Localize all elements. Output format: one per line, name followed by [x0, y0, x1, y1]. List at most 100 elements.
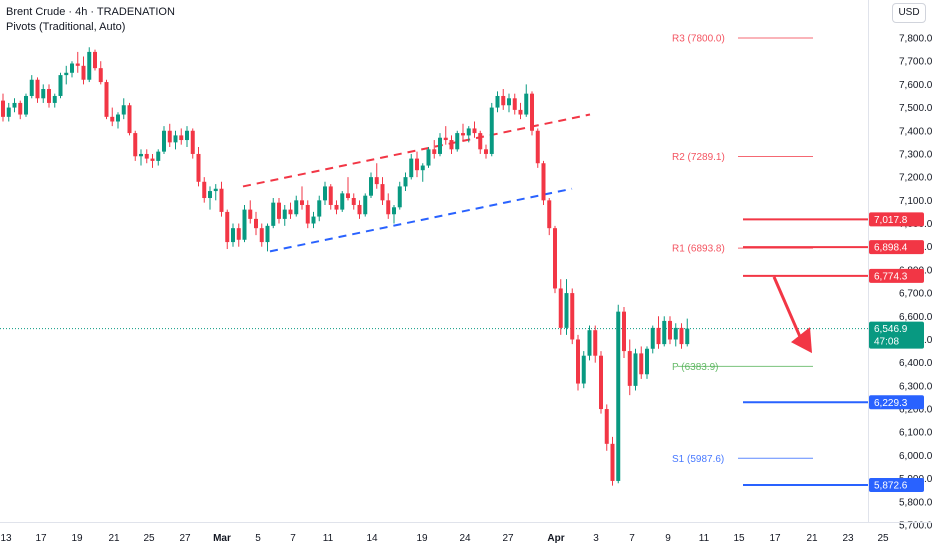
x-tick-label: 21: [108, 533, 120, 544]
indicator-label[interactable]: Pivots (Traditional, Auto): [6, 21, 126, 33]
candle-body: [259, 228, 264, 243]
candle-body: [110, 116, 115, 122]
bearish-arrow-group: [772, 276, 812, 354]
candle-body: [52, 95, 57, 103]
candle-body: [202, 181, 207, 199]
level-badge-bg: [869, 395, 924, 410]
currency-button[interactable]: USD: [892, 3, 926, 23]
candle-body: [144, 153, 149, 159]
level-badge-bg: [869, 477, 924, 492]
candle-body: [265, 225, 270, 243]
last-price-badge-bg: [869, 321, 924, 349]
candle-body: [81, 65, 86, 80]
x-tick-label: 19: [416, 533, 428, 544]
candle-body: [541, 163, 546, 201]
level-badge-bg: [869, 212, 924, 227]
candle-body: [668, 320, 672, 340]
candle-body: [558, 288, 563, 328]
candle-body: [98, 68, 103, 83]
candle-body: [311, 216, 316, 224]
candle-body: [679, 327, 684, 345]
candle-body: [622, 311, 626, 352]
candle-body: [346, 193, 350, 199]
candle-body: [282, 209, 287, 219]
price-badges-group: 7,017.8 6,898.4 6,774.3 6,229.3 5,872.6 6,546…: [869, 212, 924, 492]
candle-body: [524, 93, 529, 115]
x-tick-label: 7: [629, 533, 635, 544]
candle-body: [156, 151, 161, 161]
candle-body: [179, 135, 184, 141]
candle-body: [593, 330, 598, 356]
candle-body: [127, 105, 132, 134]
candle-body: [288, 209, 293, 215]
candle-body: [35, 79, 40, 99]
x-tick-label: 15: [733, 533, 745, 544]
candle-body: [64, 72, 69, 76]
x-tick-label: 14: [366, 533, 378, 544]
candle-body: [173, 135, 178, 143]
x-tick-label: 21: [806, 533, 818, 544]
x-tick-label: 25: [877, 533, 889, 544]
candle-body: [248, 209, 253, 219]
candle-body: [564, 293, 569, 328]
candle-body: [386, 200, 391, 215]
symbol-title[interactable]: Brent Crude · 4h · TRADENATION: [6, 6, 175, 18]
y-tick-label: 7,500.0: [899, 103, 932, 114]
candle-body: [512, 98, 517, 110]
candle-body: [547, 200, 552, 229]
x-tick-label: 17: [35, 533, 47, 544]
candle-body: [461, 133, 465, 136]
y-tick-label: 6,600.0: [899, 312, 932, 323]
candle-body: [213, 188, 218, 192]
candle-body: [449, 140, 454, 150]
candle-body: [231, 228, 235, 243]
x-tick-label: 24: [459, 533, 471, 544]
candle-body: [639, 353, 644, 375]
candle-body: [317, 200, 322, 217]
candle-body: [162, 130, 166, 152]
candle-body: [196, 153, 201, 182]
candle-body: [656, 327, 661, 345]
candle-body: [662, 320, 667, 345]
pivot-label: R2 (7289.1): [672, 152, 725, 163]
x-tick-label: 27: [179, 533, 191, 544]
level-badge-text: 6,774.3: [874, 271, 908, 282]
candle-body: [501, 95, 506, 106]
candle-body: [70, 63, 74, 73]
candle-body: [553, 228, 557, 289]
y-tick-label: 7,200.0: [899, 173, 932, 184]
level-badge-text: 7,017.8: [874, 215, 908, 226]
candle-body: [369, 177, 373, 196]
candle-body: [363, 195, 368, 215]
candle-body: [41, 89, 46, 99]
time-axis[interactable]: 13 17 19 21 25 27 Mar 5 7 11 14 19 24 27 Apr 3 7 9 11 15 17 2…: [0, 533, 889, 544]
candle-body: [225, 211, 230, 243]
candle-body: [58, 75, 63, 96]
y-tick-label: 7,600.0: [899, 80, 932, 91]
candle-body: [1, 100, 5, 117]
x-tick-label: 5: [255, 533, 261, 544]
candle-body: [443, 137, 448, 141]
candle-body: [478, 133, 483, 150]
y-tick-label: 6,000.0: [899, 451, 932, 462]
candle-body: [472, 128, 477, 134]
candle-body: [190, 130, 195, 154]
candle-body: [208, 191, 212, 199]
candle-body: [167, 130, 172, 143]
candle-body: [604, 409, 609, 444]
candle-body: [380, 184, 385, 201]
pivot-label: R1 (6893.8): [672, 244, 725, 255]
candle-body: [242, 209, 247, 240]
price-axis-separator: [868, 0, 869, 522]
candle-body: [93, 51, 97, 69]
candle-body: [323, 186, 327, 201]
countdown-text: 47:08: [874, 337, 899, 348]
candle-body: [219, 188, 224, 212]
x-tick-label: 27: [502, 533, 514, 544]
candle-body: [570, 293, 575, 340]
candle-body: [535, 130, 540, 164]
candle-body: [409, 158, 414, 178]
y-tick-label: 7,100.0: [899, 196, 932, 207]
candle-body: [420, 165, 425, 171]
